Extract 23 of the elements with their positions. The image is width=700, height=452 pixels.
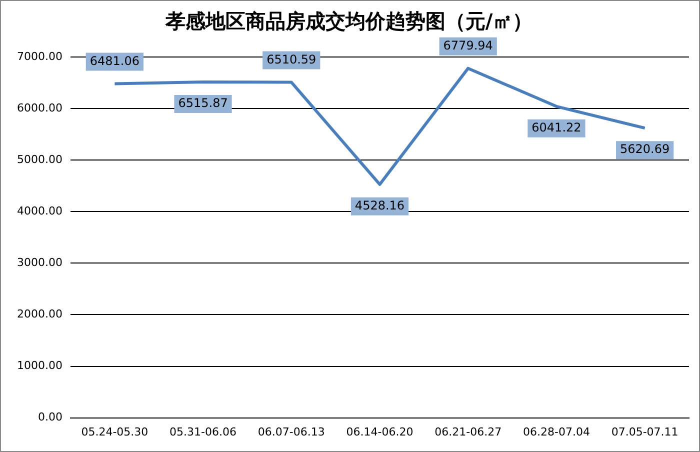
x-tick-label: 07.05-07.11 <box>611 425 678 438</box>
data-label: 5620.69 <box>620 142 670 156</box>
x-tick-label: 05.24-05.30 <box>81 425 148 438</box>
y-tick-label: 1000.00 <box>16 359 62 372</box>
y-tick-label: 5000.00 <box>16 152 62 166</box>
y-tick-label: 0.00 <box>38 410 62 424</box>
data-label: 6515.87 <box>178 96 228 110</box>
y-tick-label: 2000.00 <box>16 308 62 321</box>
chart-title: 孝感地区商品房成交均价趋势图（元/㎡） <box>164 9 533 34</box>
data-label: 6481.06 <box>90 54 140 68</box>
y-tick-label: 7000.00 <box>16 50 62 63</box>
x-tick-label: 06.28-07.04 <box>522 425 590 438</box>
x-tick-label: 06.21-06.27 <box>434 425 502 438</box>
data-label: 6779.94 <box>443 38 493 52</box>
y-tick-label: 3000.00 <box>16 256 62 270</box>
x-tick-label: 05.31-06.06 <box>170 425 237 438</box>
x-tick-label: 06.07-06.13 <box>258 425 325 438</box>
x-tick-label: 06.14-06.20 <box>346 425 414 438</box>
data-label: 6041.22 <box>532 120 582 135</box>
data-label: 6510.59 <box>266 52 316 66</box>
y-tick-label: 4000.00 <box>16 204 62 218</box>
y-tick-label: 6000.00 <box>16 101 62 114</box>
data-label: 4528.16 <box>354 198 405 213</box>
